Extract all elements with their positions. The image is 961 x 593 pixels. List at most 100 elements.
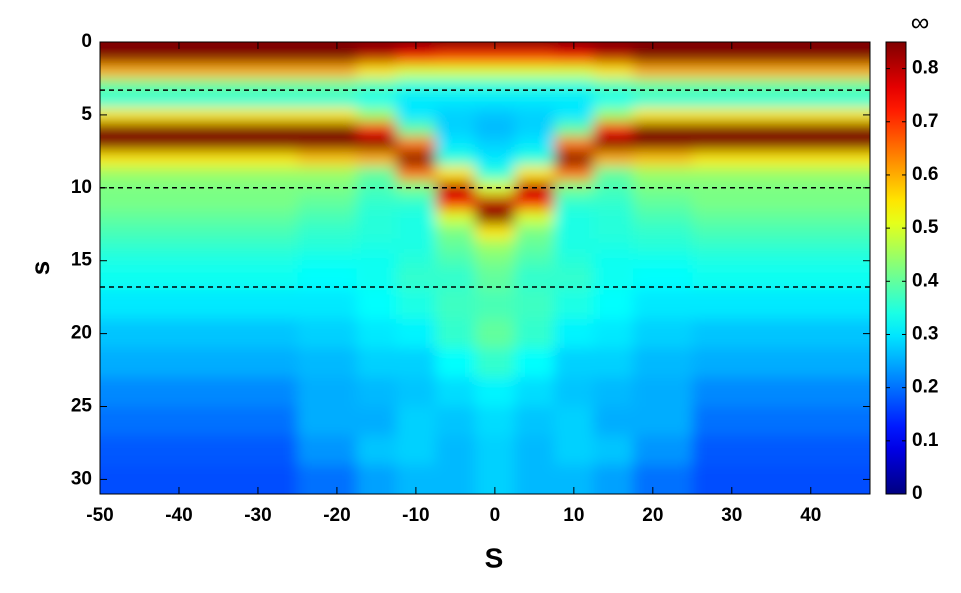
heatmap-cell [297, 238, 358, 255]
heatmap-cell [396, 348, 437, 378]
heatmap-cell [218, 78, 299, 94]
x-tick-label: -20 [323, 505, 350, 526]
heatmap-cell [139, 195, 220, 211]
heatmap-cell [692, 122, 772, 138]
heatmap-cell [633, 319, 693, 349]
heatmap-cell [356, 319, 397, 349]
heatmap-cell [514, 289, 555, 320]
heatmap-cell [100, 268, 141, 291]
heatmap-cell [139, 49, 220, 65]
heatmap-cell [218, 151, 299, 167]
heatmap-cell [297, 122, 358, 138]
heatmap-cell [100, 224, 141, 240]
heatmap-cell [554, 49, 595, 65]
heatmap-cell [633, 289, 693, 320]
heatmap-cell [475, 195, 516, 211]
heatmap-cell [554, 165, 595, 182]
heatmap-cell [435, 348, 476, 378]
heatmap-cell [633, 42, 693, 50]
heatmap-cell [475, 165, 516, 182]
heatmap-cell [633, 78, 693, 94]
heatmap-cell [771, 377, 870, 408]
heatmap-cell [435, 209, 476, 225]
heatmap-cell [475, 107, 516, 123]
heatmap-cell [593, 78, 634, 94]
heatmap-cell [396, 63, 437, 80]
heatmap-cell [514, 136, 555, 152]
heatmap-cell [356, 406, 397, 437]
heatmap-cell [435, 42, 476, 50]
heatmap-cell [692, 165, 772, 182]
heatmap-cell [692, 289, 772, 320]
heatmap-cell [356, 238, 397, 255]
heatmap-cell [396, 268, 437, 291]
heatmap-cell [297, 406, 358, 437]
heatmap-cell [771, 238, 870, 255]
heatmap-cell [435, 406, 476, 437]
heatmap-cell [771, 209, 870, 225]
heatmap-cell [475, 151, 516, 167]
heatmap-cell [554, 319, 595, 349]
heatmap-cell [396, 107, 437, 123]
heatmap-cell [771, 464, 870, 494]
heatmap-cell [771, 268, 870, 291]
heatmap-cell [593, 435, 634, 466]
heatmap-cell [475, 238, 516, 255]
heatmap-cell [692, 435, 772, 466]
colorbar-tick-label: 0.2 [912, 377, 938, 398]
heatmap-cell [771, 224, 870, 240]
heatmap-cell [435, 238, 476, 255]
heatmap-cell [356, 209, 397, 225]
heatmap-cell [692, 209, 772, 225]
heatmap-cell [633, 107, 693, 123]
heatmap-cell [554, 348, 595, 378]
heatmap-cell [139, 238, 220, 255]
heatmap-cell [218, 319, 299, 349]
colorbar-tick-label: 0.8 [912, 58, 938, 79]
heatmap-cell [475, 319, 516, 349]
x-tick-label: -40 [165, 505, 192, 526]
heatmap-cell [100, 406, 141, 437]
heatmap-cell [297, 78, 358, 94]
heatmap-cell [218, 93, 299, 109]
heatmap-cell [435, 151, 476, 167]
heatmap-cell [593, 406, 634, 437]
heatmap-cell [633, 195, 693, 211]
heatmap-cell [396, 377, 437, 408]
heatmap-cell [771, 406, 870, 437]
heatmap-cell [356, 63, 397, 80]
heatmap-cell [218, 165, 299, 182]
heatmap-cell [475, 289, 516, 320]
heatmap-cell [100, 348, 141, 378]
heatmap-cell [633, 268, 693, 291]
heatmap-cell [554, 151, 595, 167]
heatmap-cell [139, 93, 220, 109]
heatmap-cell [475, 78, 516, 94]
x-tick-label: -30 [244, 505, 271, 526]
heatmap-cell [692, 151, 772, 167]
heatmap-cell [435, 136, 476, 152]
heatmap-cell [396, 289, 437, 320]
heatmap-cell [771, 49, 870, 65]
heatmap-cell [633, 209, 693, 225]
heatmap-cell [396, 319, 437, 349]
heatmap-cell [139, 289, 220, 320]
heatmap-cell [218, 209, 299, 225]
heatmap-cell [297, 319, 358, 349]
heatmap-cell [633, 406, 693, 437]
heatmap-cell [100, 122, 141, 138]
x-tick-label: -50 [86, 505, 113, 526]
heatmap-cell [514, 238, 555, 255]
heatmap-cell [514, 93, 555, 109]
heatmap-cell [554, 195, 595, 211]
heatmap-cell [593, 42, 634, 50]
heatmap-cell [100, 151, 141, 167]
heatmap-cell [396, 136, 437, 152]
heatmap-cell [356, 289, 397, 320]
heatmap-cell [396, 238, 437, 255]
heatmap-cell [356, 268, 397, 291]
heatmap-cell [100, 165, 141, 182]
heatmap-cell [771, 78, 870, 94]
heatmap-cell [593, 253, 634, 269]
